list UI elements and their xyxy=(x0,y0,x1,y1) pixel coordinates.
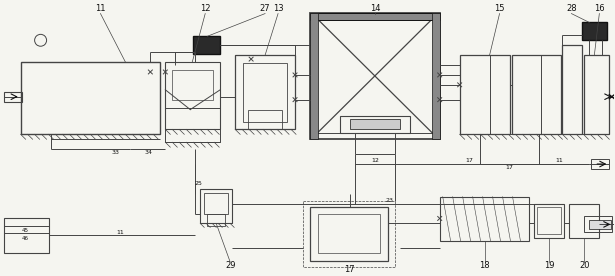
Bar xyxy=(440,197,530,241)
Text: 15: 15 xyxy=(494,4,505,13)
Bar xyxy=(200,189,232,223)
Bar xyxy=(350,120,400,129)
Bar xyxy=(243,63,287,123)
Bar xyxy=(459,55,510,134)
Bar xyxy=(534,204,565,238)
Text: 12: 12 xyxy=(371,158,379,163)
Bar xyxy=(432,13,440,139)
Bar xyxy=(4,219,49,253)
Bar xyxy=(584,55,609,134)
Bar xyxy=(582,22,608,40)
Text: 18: 18 xyxy=(479,261,490,270)
Bar xyxy=(310,206,388,261)
Bar xyxy=(165,62,220,129)
Text: 14: 14 xyxy=(370,4,380,13)
Text: 17: 17 xyxy=(506,166,514,171)
Bar xyxy=(584,216,613,232)
Text: 28: 28 xyxy=(566,4,577,13)
Text: 20: 20 xyxy=(579,261,590,270)
Text: 23: 23 xyxy=(386,198,394,203)
Text: 19: 19 xyxy=(544,261,555,270)
Bar xyxy=(303,201,395,267)
Bar xyxy=(310,13,440,20)
Bar xyxy=(235,55,295,129)
Bar xyxy=(589,221,611,229)
Text: 27: 27 xyxy=(260,4,271,13)
Bar xyxy=(512,55,561,134)
Text: 17: 17 xyxy=(344,266,355,274)
Bar xyxy=(592,159,609,169)
Bar xyxy=(172,70,213,100)
Bar xyxy=(193,36,220,54)
Text: 11: 11 xyxy=(95,4,106,13)
Text: 34: 34 xyxy=(145,150,153,155)
Bar xyxy=(21,62,161,134)
Bar xyxy=(310,13,440,139)
Text: 13: 13 xyxy=(273,4,284,13)
Text: 25: 25 xyxy=(194,181,202,186)
Text: 11: 11 xyxy=(555,158,563,163)
Text: 16: 16 xyxy=(594,4,605,13)
Bar xyxy=(248,110,282,129)
Text: 45: 45 xyxy=(22,228,29,233)
Bar xyxy=(317,18,433,133)
Bar xyxy=(165,108,220,142)
Text: 17: 17 xyxy=(466,158,474,163)
Text: 11: 11 xyxy=(117,230,124,235)
Bar xyxy=(538,206,561,234)
Bar xyxy=(563,45,582,134)
Bar xyxy=(207,214,225,226)
Text: 12: 12 xyxy=(200,4,210,13)
Bar xyxy=(340,116,410,133)
Bar xyxy=(4,92,22,102)
Text: 29: 29 xyxy=(225,261,236,270)
Bar xyxy=(569,204,600,238)
Bar xyxy=(310,13,318,139)
Bar xyxy=(204,193,228,214)
Text: 33: 33 xyxy=(111,150,119,155)
Text: 46: 46 xyxy=(22,236,29,241)
Bar xyxy=(318,214,380,253)
